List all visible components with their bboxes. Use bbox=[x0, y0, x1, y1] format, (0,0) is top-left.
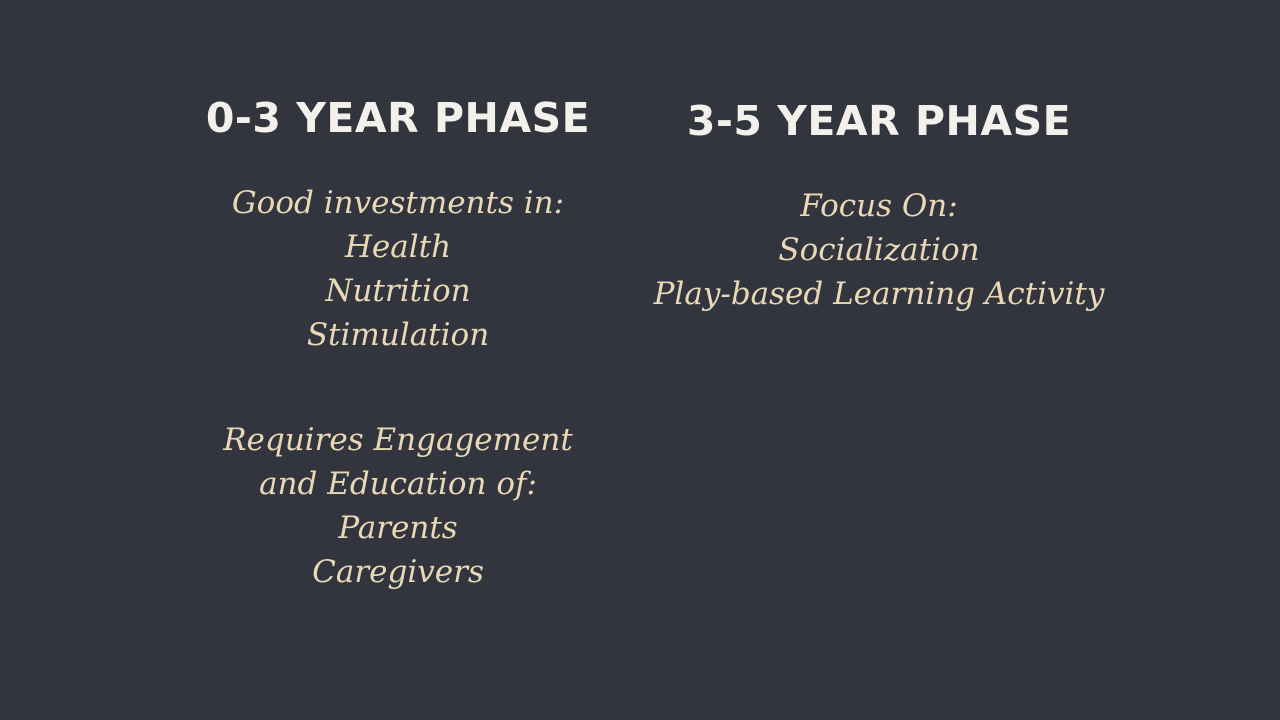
list-item: Play-based Learning Activity bbox=[653, 276, 1105, 312]
list-item: Nutrition bbox=[325, 273, 471, 309]
left-investments-intro: Good investments in: bbox=[231, 185, 565, 221]
left-column: 0-3 YEAR PHASE Good investments in: Heal… bbox=[168, 0, 628, 594]
list-item: Stimulation bbox=[306, 317, 490, 353]
left-engagement-intro-line-2: and Education of: bbox=[259, 466, 537, 502]
right-column: 3-5 YEAR PHASE Focus On: Socialization P… bbox=[639, 0, 1119, 316]
right-focus-intro: Focus On: bbox=[800, 188, 958, 224]
left-phase-heading: 0-3 YEAR PHASE bbox=[205, 94, 591, 142]
list-item: Socialization bbox=[778, 232, 980, 268]
left-engagement-intro-line-1: Requires Engagement bbox=[223, 422, 573, 458]
left-engagement-list: Requires Engagement and Education of: Pa… bbox=[168, 418, 628, 594]
left-investments-list: Good investments in: Health Nutrition St… bbox=[168, 181, 628, 357]
list-item: Health bbox=[344, 229, 452, 265]
list-item: Parents bbox=[338, 510, 458, 546]
right-focus-list: Focus On: Socialization Play-based Learn… bbox=[639, 184, 1119, 316]
list-item: Caregivers bbox=[312, 554, 484, 590]
right-phase-heading: 3-5 YEAR PHASE bbox=[686, 97, 1072, 145]
